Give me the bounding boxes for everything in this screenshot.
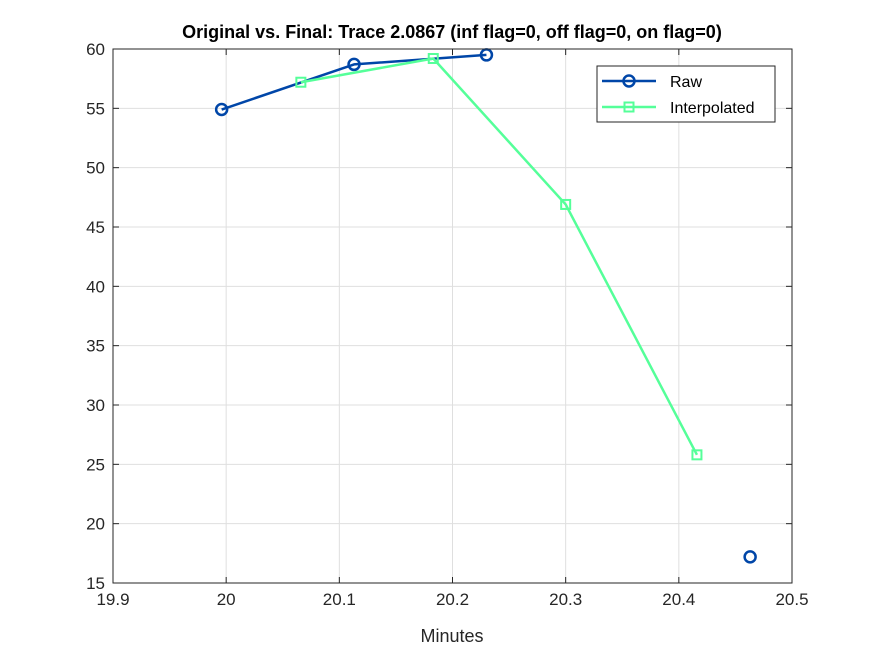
raw-point: [347, 57, 361, 72]
interpolated-series-line: [300, 57, 699, 456]
legend-raw-marker: [622, 74, 636, 88]
x-tick-label: 20.3: [549, 590, 582, 609]
legend: Raw Interpolated: [596, 65, 776, 123]
x-tick-label: 20.4: [662, 590, 695, 609]
legend-raw-label: Raw: [670, 74, 702, 91]
y-tick-label: 40: [86, 277, 105, 296]
y-tick-label: 20: [86, 515, 105, 534]
interpolated-point: [427, 52, 439, 64]
raw-series-line: [221, 53, 487, 111]
y-tick-label: 50: [86, 159, 105, 178]
y-tick-label: 25: [86, 455, 105, 474]
y-tick-label: 30: [86, 396, 105, 415]
x-tick-label: 20.5: [775, 590, 808, 609]
tick-labels: 19.9 20 20.1 20.2 20.3 20.4 20.5 15 20 25 30 35 40 45…: [86, 40, 808, 609]
legend-interpolated-marker: [623, 101, 635, 113]
interpolated-point: [691, 449, 703, 461]
interpolated-point: [295, 76, 307, 88]
x-axis-label: Minutes: [420, 626, 483, 646]
axis-ticks: [112, 48, 793, 584]
y-tick-label: 15: [86, 574, 105, 593]
x-tick-label: 20.2: [436, 590, 469, 609]
raw-point: [743, 550, 757, 564]
interpolated-point: [560, 198, 572, 210]
y-tick-label: 45: [86, 218, 105, 237]
chart-title: Original vs. Final: Trace 2.0867 (inf fl…: [182, 22, 722, 42]
legend-interpolated-label: Interpolated: [670, 100, 755, 117]
y-tick-label: 60: [86, 40, 105, 59]
x-tick-label: 19.9: [96, 590, 129, 609]
y-tick-label: 35: [86, 337, 105, 356]
raw-point: [214, 102, 229, 117]
x-tick-label: 20: [217, 590, 236, 609]
x-tick-label: 20.1: [323, 590, 356, 609]
series-layer: [214, 48, 757, 564]
y-tick-label: 55: [86, 99, 105, 118]
